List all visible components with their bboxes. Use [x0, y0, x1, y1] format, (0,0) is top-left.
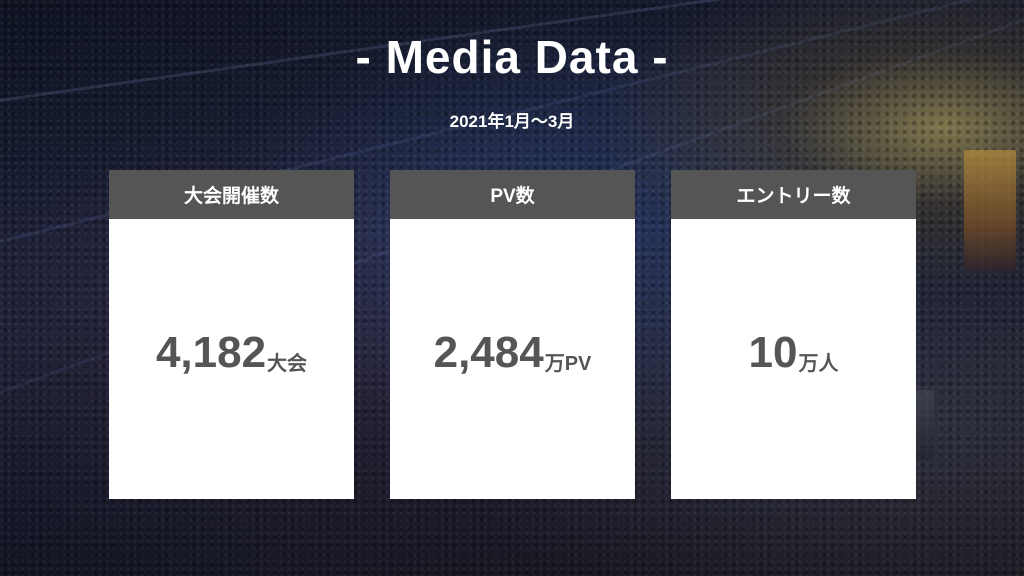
stat-unit: 万人	[798, 352, 839, 375]
arena-screen	[964, 150, 1016, 270]
stat-value: 10	[748, 328, 798, 377]
stat-value: 4,182	[155, 328, 267, 377]
stat-value: 2,484	[433, 328, 544, 377]
period-subtitle: 2021年1月〜3月	[449, 112, 575, 131]
stat-card-header: PV数	[390, 170, 635, 219]
stat-card-body: 10 万人	[671, 219, 916, 499]
stat-card-tournaments: 大会開催数 4,182 大会	[109, 170, 354, 499]
stat-card-entries: エントリー数 10 万人	[671, 170, 916, 499]
stat-card-pageviews: PV数 2,484 万PV	[390, 170, 635, 499]
stat-card-body: 4,182 大会	[109, 219, 354, 499]
stat-unit: 大会	[267, 352, 308, 375]
stat-card-body: 2,484 万PV	[390, 219, 635, 499]
stat-card-header: エントリー数	[671, 170, 916, 219]
slide-title: - Media Data -	[355, 31, 669, 83]
stat-card-header: 大会開催数	[109, 170, 354, 219]
stat-unit: 万PV	[544, 352, 592, 375]
